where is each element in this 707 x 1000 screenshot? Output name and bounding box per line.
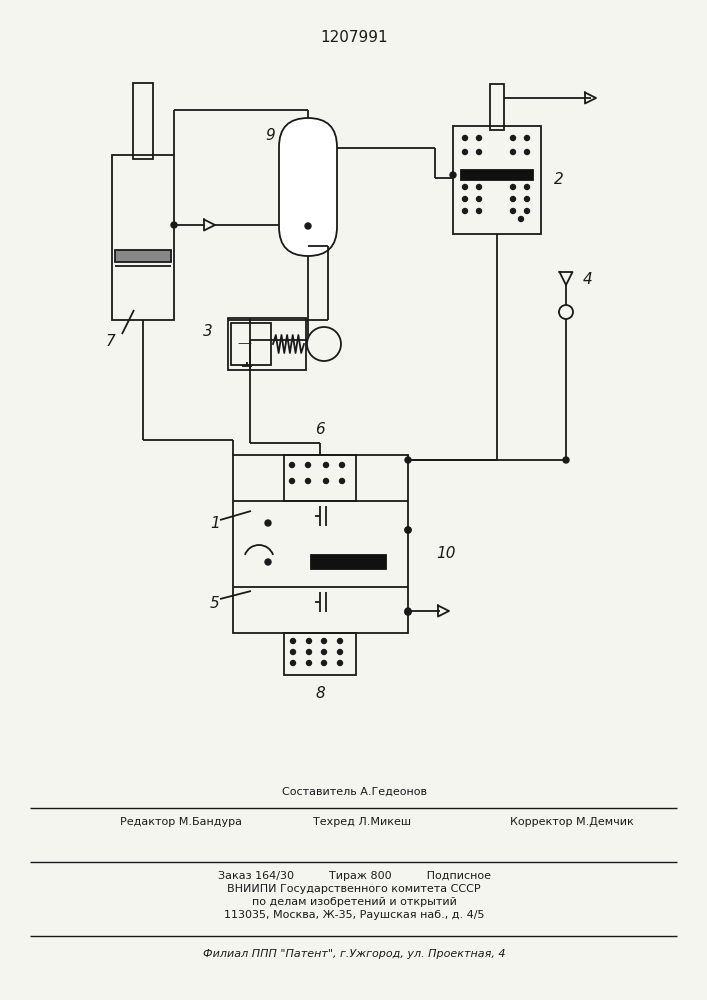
Circle shape — [462, 184, 467, 190]
Bar — [233, 455, 408, 633]
Circle shape — [337, 639, 342, 644]
Circle shape — [171, 222, 177, 228]
Circle shape — [450, 172, 456, 178]
Circle shape — [518, 217, 523, 222]
Circle shape — [462, 149, 467, 154]
Circle shape — [291, 650, 296, 654]
Text: 4: 4 — [583, 271, 593, 286]
Circle shape — [405, 527, 411, 533]
Circle shape — [405, 609, 411, 615]
Circle shape — [305, 479, 310, 484]
Text: 1207991: 1207991 — [320, 30, 388, 45]
Circle shape — [339, 479, 344, 484]
Text: Редактор М.Бандура: Редактор М.Бандура — [120, 817, 242, 827]
Circle shape — [337, 650, 342, 654]
Text: Корректор М.Демчик: Корректор М.Демчик — [510, 817, 633, 827]
Circle shape — [477, 196, 481, 202]
Circle shape — [477, 135, 481, 140]
Circle shape — [405, 608, 411, 614]
Bar — [115, 250, 171, 262]
Circle shape — [559, 305, 573, 319]
Circle shape — [510, 209, 515, 214]
Circle shape — [525, 135, 530, 140]
Circle shape — [265, 559, 271, 565]
Bar — [228, 318, 306, 370]
Bar — [112, 155, 174, 320]
FancyBboxPatch shape — [279, 118, 337, 256]
Circle shape — [291, 639, 296, 644]
Text: ⟶: ⟶ — [237, 339, 251, 349]
Circle shape — [322, 650, 327, 654]
Bar — [284, 633, 356, 675]
Circle shape — [462, 135, 467, 140]
Circle shape — [405, 609, 411, 615]
Circle shape — [322, 660, 327, 666]
Circle shape — [510, 135, 515, 140]
Text: 2: 2 — [554, 172, 564, 188]
Circle shape — [510, 184, 515, 190]
Circle shape — [525, 196, 530, 202]
Circle shape — [339, 462, 344, 468]
Text: ВНИИПИ Государственного комитета СССР: ВНИИПИ Государственного комитета СССР — [227, 884, 481, 894]
Circle shape — [477, 149, 481, 154]
Circle shape — [525, 149, 530, 154]
Text: 10: 10 — [436, 546, 456, 560]
Text: 8: 8 — [315, 686, 325, 700]
Circle shape — [307, 639, 312, 644]
Text: 7: 7 — [105, 334, 115, 350]
Text: Техред Л.Микеш: Техред Л.Микеш — [313, 817, 411, 827]
Text: Филиал ППП "Патент", г.Ужгород, ул. Проектная, 4: Филиал ППП "Патент", г.Ужгород, ул. Прое… — [203, 949, 506, 959]
Text: 3: 3 — [203, 324, 213, 340]
Text: Составитель А.Гедеонов: Составитель А.Гедеонов — [281, 787, 426, 797]
Circle shape — [337, 660, 342, 666]
Bar — [461, 170, 533, 180]
Circle shape — [291, 660, 296, 666]
Text: по делам изобретений и открытий: по делам изобретений и открытий — [252, 897, 457, 907]
Circle shape — [265, 520, 271, 526]
Circle shape — [307, 660, 312, 666]
Circle shape — [324, 462, 329, 468]
Circle shape — [289, 462, 295, 468]
Circle shape — [405, 527, 411, 533]
Text: 113035, Москва, Ж-35, Раушская наб., д. 4/5: 113035, Москва, Ж-35, Раушская наб., д. … — [223, 910, 484, 920]
Bar — [231, 323, 271, 365]
Circle shape — [477, 184, 481, 190]
Circle shape — [525, 184, 530, 190]
Text: 1: 1 — [210, 516, 220, 530]
Text: 6: 6 — [315, 422, 325, 436]
Circle shape — [307, 650, 312, 654]
Circle shape — [405, 457, 411, 463]
Circle shape — [307, 327, 341, 361]
Circle shape — [324, 479, 329, 484]
Bar — [453, 126, 541, 234]
Circle shape — [462, 196, 467, 202]
Circle shape — [510, 149, 515, 154]
Text: Заказ 164/30          Тираж 800          Подписное: Заказ 164/30 Тираж 800 Подписное — [218, 871, 491, 881]
Text: 5: 5 — [210, 595, 220, 610]
Bar — [490, 84, 504, 130]
Circle shape — [525, 209, 530, 214]
Bar — [311, 555, 386, 569]
Circle shape — [477, 209, 481, 214]
Circle shape — [510, 196, 515, 202]
Circle shape — [462, 209, 467, 214]
Circle shape — [289, 479, 295, 484]
Circle shape — [563, 457, 569, 463]
Circle shape — [305, 462, 310, 468]
Circle shape — [322, 639, 327, 644]
Bar — [284, 455, 356, 501]
Circle shape — [305, 223, 311, 229]
Text: 9: 9 — [265, 128, 275, 143]
Bar — [133, 83, 153, 159]
